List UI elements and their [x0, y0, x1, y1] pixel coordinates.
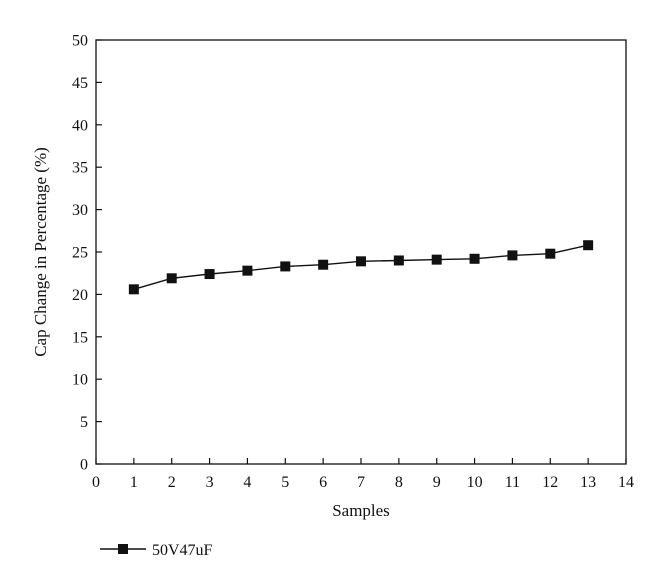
y-tick-label: 15 — [72, 329, 88, 346]
x-tick-label: 9 — [433, 474, 441, 491]
y-tick-label: 20 — [72, 287, 88, 304]
series-layer — [128, 240, 594, 295]
data-point-marker — [507, 250, 518, 261]
y-tick-label: 5 — [80, 414, 88, 431]
data-point-marker — [583, 240, 594, 251]
series-line — [133, 244, 589, 290]
legend: 50V47uF — [100, 542, 213, 559]
y-tick-label: 0 — [80, 457, 88, 474]
data-point-marker — [128, 284, 139, 295]
y-tick-label: 30 — [72, 202, 88, 219]
x-tick-label: 4 — [243, 474, 251, 491]
data-point-marker — [356, 256, 366, 267]
y-tick-label: 35 — [72, 160, 88, 177]
y-tick-label: 10 — [72, 372, 88, 389]
x-tick-label: 6 — [319, 474, 327, 491]
x-tick-label: 10 — [467, 474, 483, 491]
y-tick-label: 40 — [72, 117, 88, 134]
data-point-marker — [318, 259, 329, 270]
x-tick-label: 11 — [505, 474, 520, 491]
x-tick-label: 7 — [357, 474, 365, 491]
data-point-marker — [166, 273, 177, 284]
x-tick-label: 13 — [580, 474, 596, 491]
legend-square-marker — [118, 544, 128, 554]
y-tick-label: 45 — [72, 75, 88, 92]
x-tick-label: 12 — [542, 474, 558, 491]
y-tick-label: 25 — [72, 245, 88, 262]
data-point-marker — [431, 254, 442, 265]
x-tick-label: 1 — [130, 474, 138, 491]
data-point-marker — [469, 253, 480, 264]
data-point-marker — [545, 248, 556, 259]
x-tick-label: 5 — [281, 474, 289, 491]
x-tick-label: 0 — [92, 474, 100, 491]
x-tick-label: 2 — [168, 474, 176, 491]
x-tick-label: 3 — [206, 474, 214, 491]
y-axis: 0 5 10 15 20 25 30 35 40 45 50 — [72, 33, 102, 474]
x-tick-label: 14 — [618, 474, 634, 491]
x-axis-title: Samples — [332, 501, 390, 520]
data-point-marker — [242, 265, 253, 276]
data-point-marker — [393, 255, 404, 266]
data-point-marker — [204, 269, 215, 280]
legend-label: 50V47uF — [152, 542, 213, 559]
x-axis: 0 1 2 3 4 5 6 7 8 9 10 11 12 13 14 — [92, 458, 634, 491]
y-axis-title: Cap Change in Percentage (%) — [31, 147, 50, 357]
y-tick-label: 50 — [72, 33, 88, 50]
data-point-marker — [280, 261, 291, 272]
x-tick-label: 8 — [395, 474, 403, 491]
